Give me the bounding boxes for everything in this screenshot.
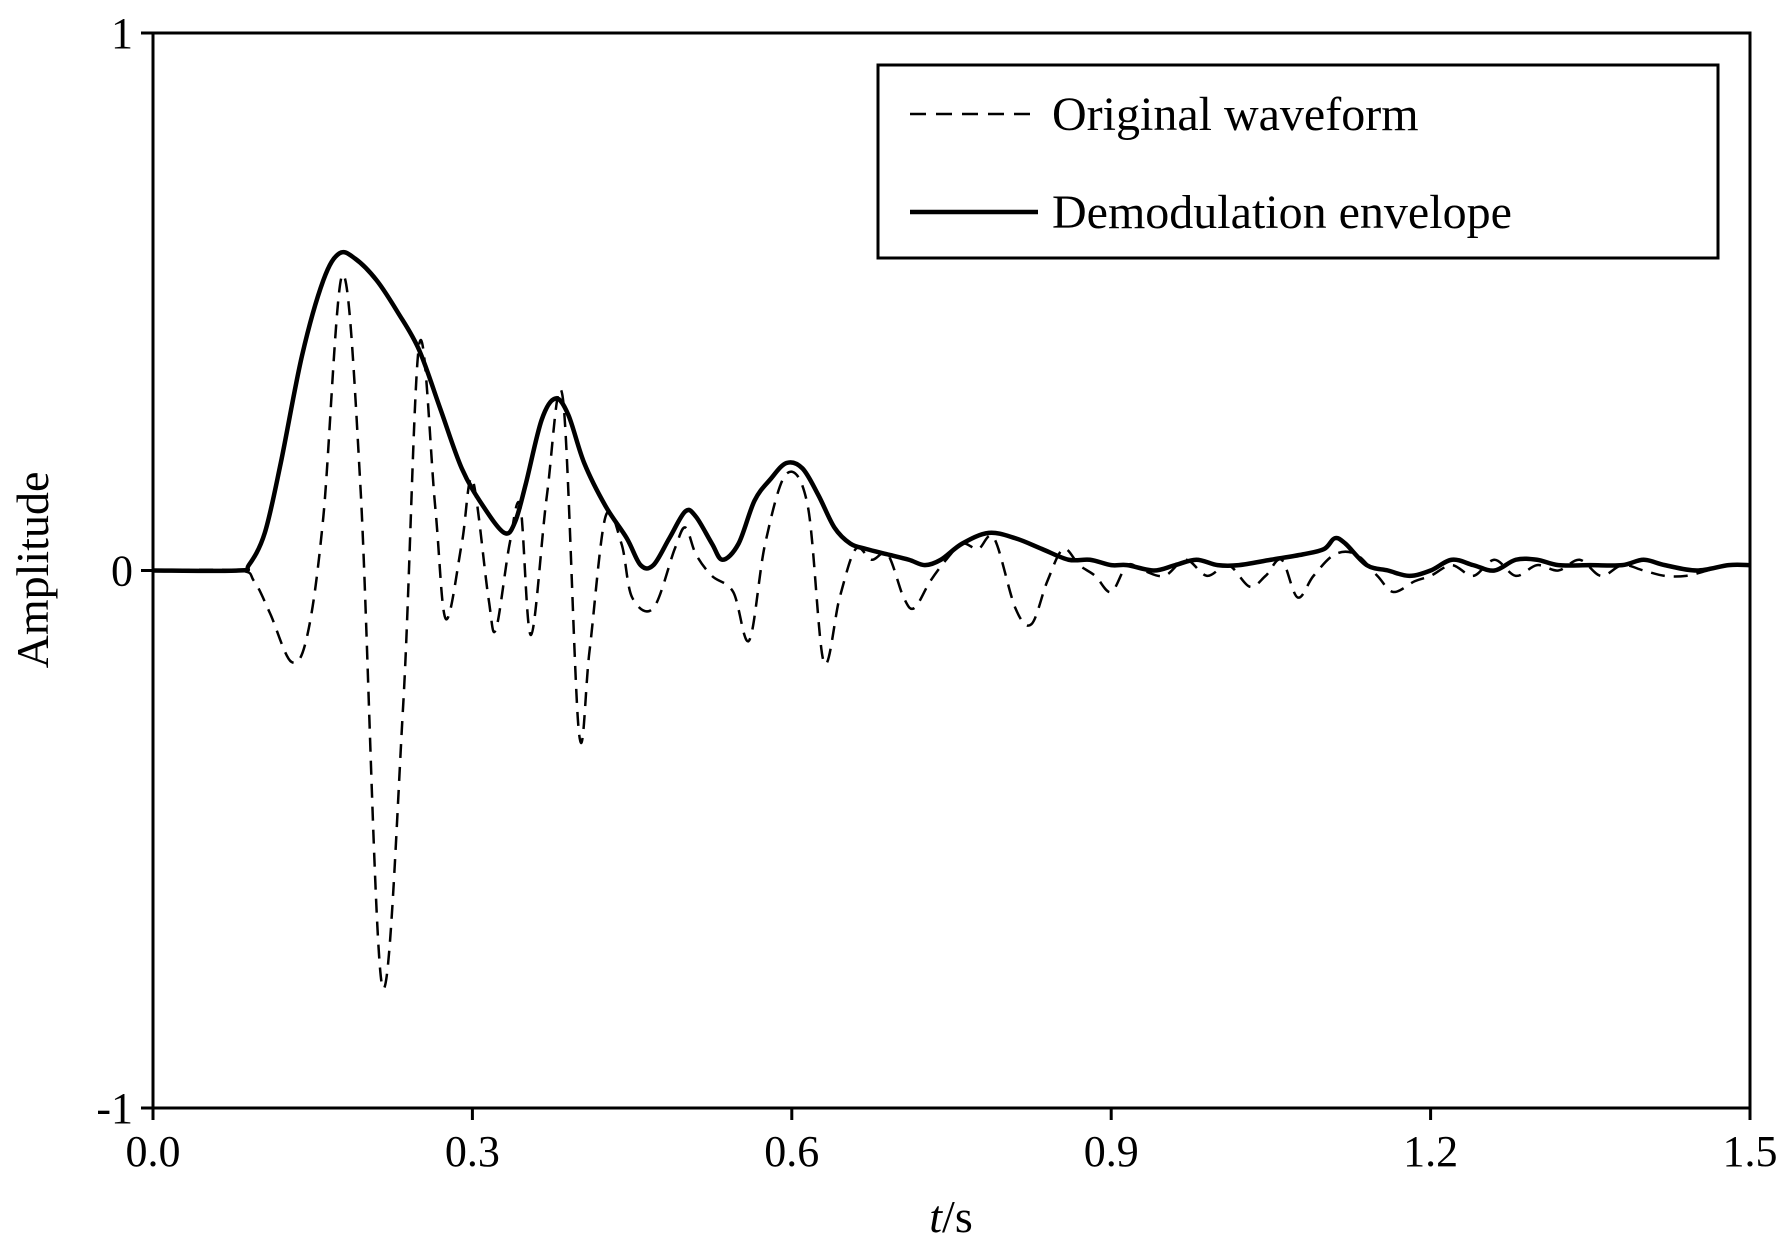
x-tick-label: 0.0: [126, 1127, 181, 1176]
legend-frame: [876, 63, 1720, 260]
axis-ticks: [141, 31, 1752, 1120]
legend-label-demodulation-envelope: Demodulation envelope: [1052, 186, 1512, 239]
y-tick-label: -1: [96, 1084, 133, 1133]
x-tick-label: 1.2: [1403, 1127, 1458, 1176]
series-line-original-waveform: [152, 273, 1751, 990]
legend-label-original-waveform: Original waveform: [1052, 88, 1419, 141]
series-line-demodulation-envelope: [152, 249, 1751, 579]
y-tick-label: 0: [111, 547, 133, 596]
x-tick-label: 0.9: [1084, 1127, 1139, 1176]
y-tick-label: 1: [111, 9, 133, 58]
x-tick-label: 1.5: [1723, 1127, 1778, 1176]
x-axis-title-var: t: [929, 1191, 943, 1242]
legend: Original waveform Demodulation envelope: [876, 63, 1720, 260]
x-axis-title-unit: /s: [942, 1191, 973, 1242]
series-layer: [152, 249, 1751, 990]
y-axis-title: Amplitude: [7, 472, 58, 669]
x-axis-title: t/s: [929, 1191, 972, 1242]
x-tick-label: 0.6: [764, 1127, 819, 1176]
x-tick-label: 0.3: [445, 1127, 500, 1176]
axis-tick-labels: 0.0 0.3 0.6 0.9 1.2 1.5 -1 0 1: [96, 9, 1777, 1176]
